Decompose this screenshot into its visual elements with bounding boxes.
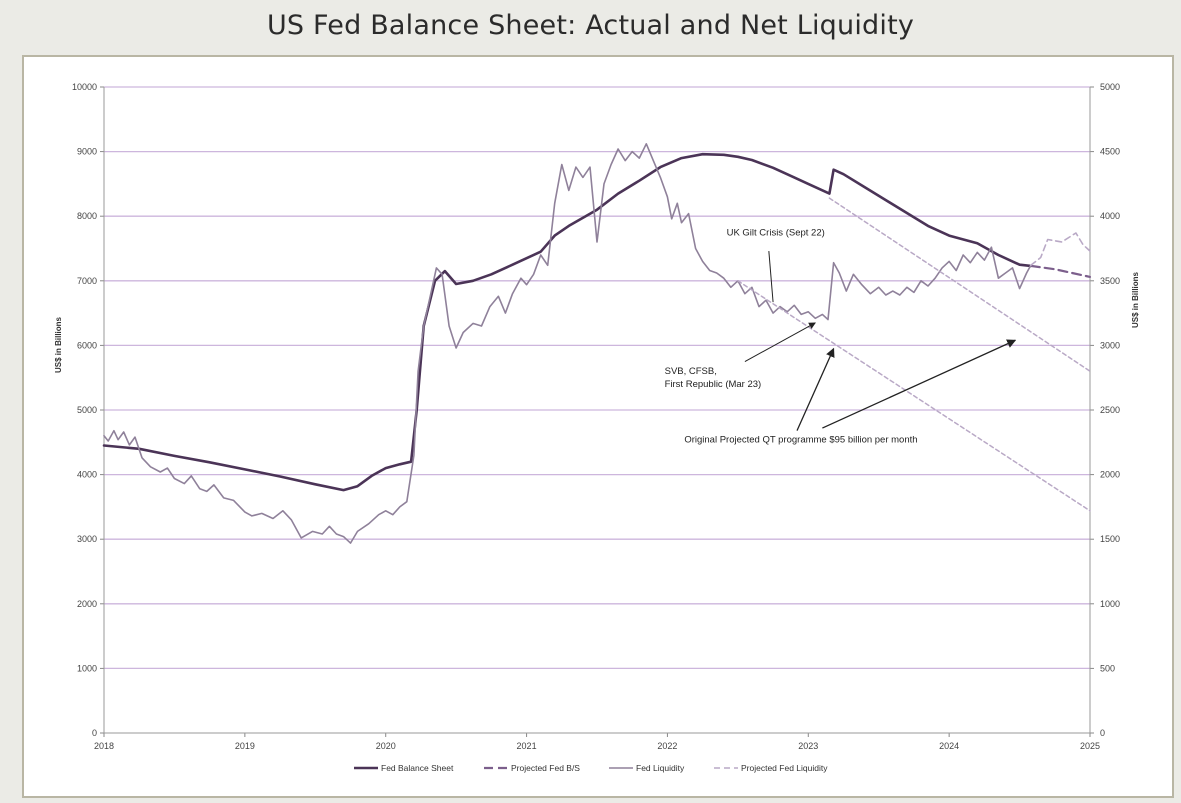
y-right-tick-label: 1000 [1100, 599, 1120, 609]
y-right-tick-label: 3000 [1100, 340, 1120, 350]
series-qt-projection-balance [828, 197, 1091, 372]
y-tick-label: 8000 [77, 211, 97, 221]
y-right-tick-label: 500 [1100, 663, 1115, 673]
x-tick-label: 2021 [517, 741, 537, 751]
y-right-tick-label: 3500 [1100, 276, 1120, 286]
x-tick-label: 2019 [235, 741, 255, 751]
y-axis-title: US$ in Billions [54, 316, 63, 373]
series-lines [102, 143, 1092, 544]
legend: Fed Balance Sheet Projected Fed B/S Fed Li… [354, 763, 828, 773]
x-tick-label: 2023 [798, 741, 818, 751]
y-tick-label: 9000 [77, 147, 97, 157]
annotation-arrow-qt-2 [822, 339, 1017, 429]
y-right-axis-title: US$ in Billions [1131, 271, 1140, 328]
annotation-arrow-svb [744, 322, 816, 362]
y-right-tick-label: 5000 [1100, 82, 1120, 92]
x-tick-label: 2018 [94, 741, 114, 751]
y-right-tick-label: 4500 [1100, 147, 1120, 157]
y-tick-label: 10000 [72, 82, 97, 92]
y-right-tick-label: 2500 [1100, 405, 1120, 415]
y-tick-label: 5000 [77, 405, 97, 415]
y-tick-label: 1000 [77, 663, 97, 673]
series-projected-fed-liquidity [1030, 232, 1091, 267]
x-tick-label: 2020 [376, 741, 396, 751]
y-tick-label: 4000 [77, 470, 97, 480]
legend-label: Projected Fed B/S [511, 763, 580, 773]
annotation-arrow-gilt [768, 251, 774, 303]
annotations: UK Gilt Crisis (Sept 22) SVB, CFSB, First … [665, 228, 1017, 445]
series-projected-fed-bs [1029, 264, 1092, 278]
annotation-qt-programme: Original Projected QT programme $95 bill… [684, 434, 917, 445]
page-title: US Fed Balance Sheet: Actual and Net Liq… [266, 10, 915, 41]
chart-frame: 0 1000 2000 3000 4000 5000 6000 7000 8000 9000 100… [22, 55, 1174, 798]
annotation-uk-gilt-crisis: UK Gilt Crisis (Sept 22) [727, 228, 825, 239]
legend-label: Fed Liquidity [636, 763, 685, 773]
y-right-tick-label: 1500 [1100, 534, 1120, 544]
y-tick-label: 0 [92, 728, 97, 738]
y-right-tick-label: 2000 [1100, 470, 1120, 480]
legend-label: Projected Fed Liquidity [741, 763, 828, 773]
y-tick-label: 6000 [77, 340, 97, 350]
x-tick-label: 2025 [1080, 741, 1100, 751]
y-tick-label: 2000 [77, 599, 97, 609]
y-tick-label: 7000 [77, 276, 97, 286]
series-fed-balance-sheet [102, 152, 1033, 492]
series-qt-projection-liquidity [737, 280, 1091, 512]
annotation-svb-line: SVB, CFSB, [665, 366, 717, 377]
annotation-arrow-qt-1 [796, 347, 835, 431]
x-tick-label: 2022 [657, 741, 677, 751]
chart-canvas: 0100020003000400050006000700080009000100… [54, 82, 1140, 773]
legend-label: Fed Balance Sheet [381, 763, 454, 773]
grid-lines [104, 86, 1090, 670]
y-right-tick-label: 0 [1100, 728, 1105, 738]
series-fed-liquidity [103, 143, 1032, 544]
annotation-svb-line: First Republic (Mar 23) [665, 379, 762, 390]
x-tick-label: 2024 [939, 741, 959, 751]
y-tick-label: 3000 [77, 534, 97, 544]
y-right-tick-label: 4000 [1100, 211, 1120, 221]
axes: 0100020003000400050006000700080009000100… [54, 82, 1140, 751]
